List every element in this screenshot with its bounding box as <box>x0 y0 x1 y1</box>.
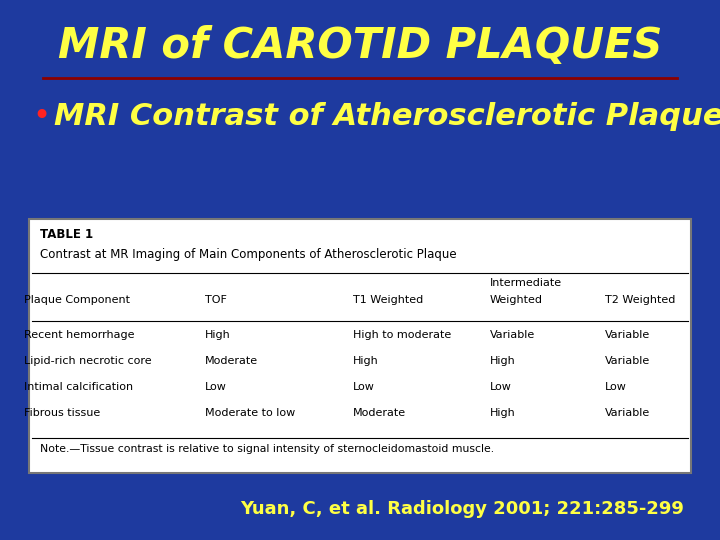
Text: MRI Contrast of Atherosclerotic Plaque: MRI Contrast of Atherosclerotic Plaque <box>54 102 720 131</box>
Text: Lipid-rich necrotic core: Lipid-rich necrotic core <box>24 356 151 366</box>
Text: Contrast at MR Imaging of Main Components of Atherosclerotic Plaque: Contrast at MR Imaging of Main Component… <box>40 248 456 261</box>
Text: Low: Low <box>205 382 227 392</box>
Text: Variable: Variable <box>605 408 650 418</box>
Text: Note.—Tissue contrast is relative to signal intensity of sternocleidomastoid mus: Note.—Tissue contrast is relative to sig… <box>40 444 494 455</box>
Text: Moderate to low: Moderate to low <box>205 408 295 418</box>
Text: •: • <box>32 102 50 131</box>
Text: Recent hemorrhage: Recent hemorrhage <box>24 330 134 340</box>
Text: MRI of CAROTID PLAQUES: MRI of CAROTID PLAQUES <box>58 25 662 67</box>
FancyBboxPatch shape <box>29 219 691 472</box>
Text: Weighted: Weighted <box>490 295 543 306</box>
Text: Variable: Variable <box>605 356 650 366</box>
Text: Plaque Component: Plaque Component <box>24 295 130 306</box>
Text: Intimal calcification: Intimal calcification <box>24 382 133 392</box>
Text: Yuan, C, et al. Radiology 2001; 221:285-299: Yuan, C, et al. Radiology 2001; 221:285-… <box>240 500 684 518</box>
Text: High to moderate: High to moderate <box>353 330 451 340</box>
Text: High: High <box>353 356 379 366</box>
Text: Moderate: Moderate <box>353 408 406 418</box>
Text: Variable: Variable <box>490 330 535 340</box>
Text: Intermediate: Intermediate <box>490 278 562 288</box>
Text: TOF: TOF <box>205 295 227 306</box>
Text: T2 Weighted: T2 Weighted <box>605 295 675 306</box>
Text: Fibrous tissue: Fibrous tissue <box>24 408 100 418</box>
Text: Low: Low <box>490 382 511 392</box>
Text: Low: Low <box>353 382 374 392</box>
Text: TABLE 1: TABLE 1 <box>40 228 93 241</box>
Text: Moderate: Moderate <box>205 356 258 366</box>
Text: Low: Low <box>605 382 626 392</box>
Text: T1 Weighted: T1 Weighted <box>353 295 423 306</box>
Text: High: High <box>205 330 231 340</box>
Text: High: High <box>490 356 516 366</box>
Text: Variable: Variable <box>605 330 650 340</box>
Text: High: High <box>490 408 516 418</box>
